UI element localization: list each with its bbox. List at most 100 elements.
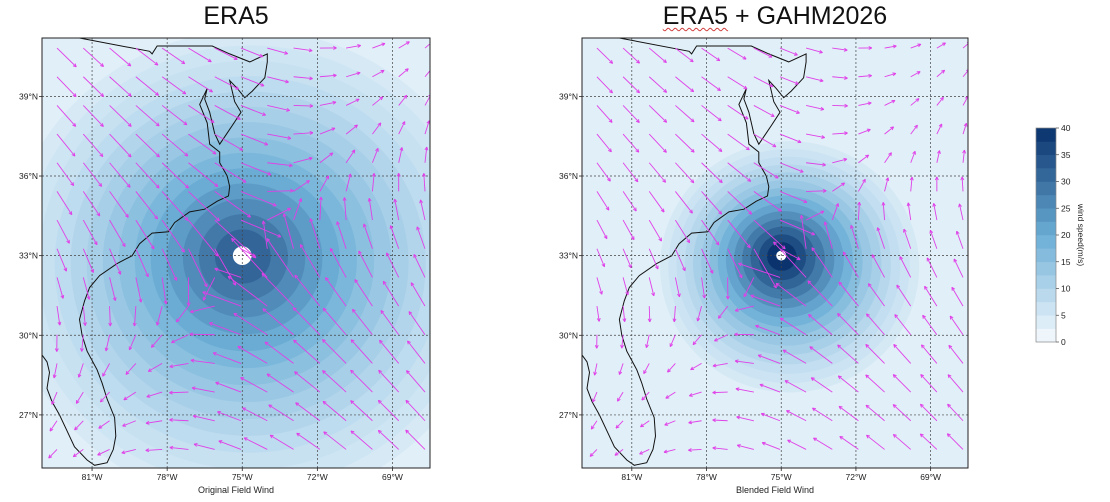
wind-vectors [48, 41, 430, 459]
lat-tick-label: 36°N [19, 171, 38, 181]
wind-arrow [734, 359, 754, 364]
lat-tick-label: 39°N [559, 91, 578, 101]
wind-arrow [268, 404, 294, 422]
wind-arrow [936, 123, 943, 135]
wind-arrow [857, 201, 862, 221]
wind-arrow [382, 280, 400, 307]
wind-arrow [190, 358, 215, 364]
wind-arrow [962, 122, 968, 135]
wind-arrow [809, 346, 833, 364]
panel-title-right: ERA5 + GAHM2026 [582, 2, 968, 32]
wind-arrow [775, 282, 807, 307]
wind-arrow [189, 332, 215, 337]
wind-arrow [884, 126, 895, 135]
wind-arrow [97, 449, 110, 456]
wind-arrow [596, 306, 601, 322]
wind-arrow [667, 363, 676, 373]
wind-arrow [779, 47, 798, 56]
wind-arrow [910, 98, 920, 106]
colorbar-segment [1036, 181, 1056, 196]
wind-arrow [832, 76, 848, 80]
wind-arrow [620, 334, 624, 349]
wind-arrow [217, 410, 242, 422]
wind-arrow [734, 332, 754, 337]
wind-arrow [753, 133, 777, 148]
wind-arrow [293, 198, 303, 221]
wind-arrow [690, 363, 702, 371]
wind-arrow [82, 47, 104, 68]
wind-arrow [398, 68, 409, 78]
wind-arrow [648, 133, 667, 153]
wind-arrow [82, 191, 101, 217]
wind-arrow [962, 149, 967, 163]
wind-arrow [264, 341, 294, 364]
wind-arrow [56, 47, 77, 68]
wind-arrow [782, 349, 807, 364]
wind-arrow [267, 162, 293, 168]
wind-arrow [122, 420, 137, 427]
wind-arrow [799, 215, 807, 249]
colorbar-segment [1036, 221, 1056, 236]
wind-arrow [372, 69, 385, 78]
wind-arrow [727, 162, 752, 182]
wind-arrow [640, 420, 650, 428]
wind-arrow [596, 105, 613, 123]
wind-arrow [664, 420, 676, 426]
wind-arrow [712, 362, 728, 368]
wind-arrow [622, 133, 640, 153]
wind-arrow [858, 101, 872, 106]
wind-arrow [135, 76, 159, 96]
wind-arrow [622, 47, 640, 64]
wind-arrow [871, 254, 885, 278]
wind-arrow [82, 248, 95, 273]
wind-arrow [806, 162, 826, 167]
wind-arrow [779, 317, 807, 336]
lon-tick-label: 69°W [920, 472, 941, 482]
wind-arrow [293, 180, 310, 192]
wind-arrow [947, 403, 964, 422]
colorbar-tick-label: 15 [1061, 257, 1071, 267]
wind-arrow [98, 420, 110, 429]
wind-arrow [161, 133, 189, 157]
panel-title-plus: + [728, 2, 757, 30]
colorbar-tick-label: 0 [1061, 337, 1066, 347]
wind-arrow [910, 43, 922, 49]
wind-arrow [51, 391, 58, 405]
wind-arrow [188, 191, 220, 222]
wind-arrow [753, 248, 777, 289]
wind-arrow [267, 188, 294, 193]
wind-arrow [645, 334, 650, 348]
wind-arrow [240, 191, 277, 207]
wind-arrow [169, 418, 189, 422]
wind-arrow [596, 191, 610, 211]
wind-arrow [639, 449, 650, 455]
wind-arrow [806, 133, 826, 139]
wind-arrow [319, 46, 337, 50]
wind-arrow [147, 363, 163, 372]
wind-arrow [237, 345, 268, 364]
wind-arrow [209, 322, 242, 336]
wind-arrow [318, 196, 323, 221]
wind-arrow [593, 363, 598, 376]
wind-arrow [135, 47, 159, 66]
wind-vectors [589, 41, 968, 457]
wind-arrow [372, 122, 382, 135]
colorbar-segment [1036, 128, 1056, 142]
wind-arrow [727, 219, 751, 249]
wind-arrow [701, 76, 721, 92]
wind-arrow [319, 175, 330, 192]
wind-arrow [190, 305, 215, 314]
wind-arrow [757, 354, 781, 364]
wind-arrow [424, 146, 429, 163]
wind-arrow [188, 162, 219, 188]
wind-arrow [132, 306, 137, 327]
wind-arrow [750, 294, 781, 307]
wind-arrow [936, 96, 944, 106]
wind-arrow [688, 448, 702, 452]
wind-arrow [753, 47, 773, 58]
wind-arrow [832, 157, 848, 164]
wind-arrow [367, 198, 373, 221]
wind-arrow [934, 176, 939, 192]
wind-arrow [192, 414, 215, 422]
wind-arrow [322, 400, 347, 422]
